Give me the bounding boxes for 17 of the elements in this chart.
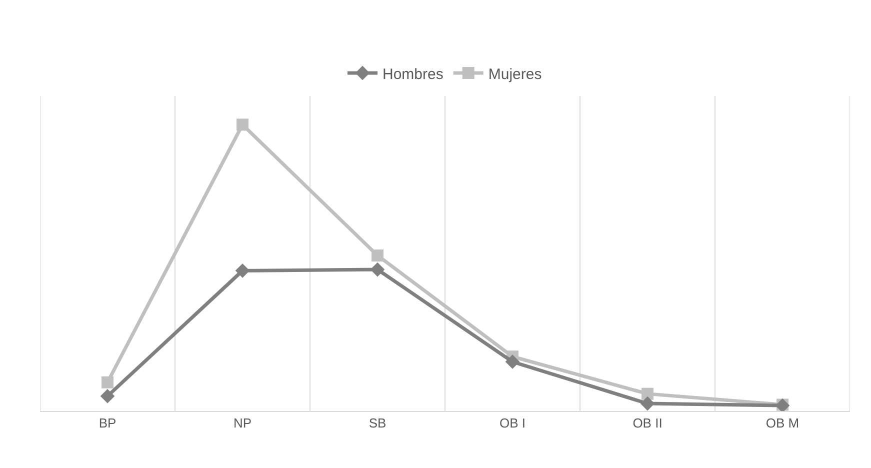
x-tick-label: BP xyxy=(98,416,116,431)
x-tick-label: OB II xyxy=(632,416,662,431)
point xyxy=(370,262,385,277)
point xyxy=(642,388,654,400)
point xyxy=(235,264,250,278)
x-tick-label: NP xyxy=(233,416,252,431)
legend-label: Mujeres xyxy=(488,66,542,83)
point xyxy=(100,388,115,404)
point xyxy=(236,118,248,131)
x-tick-label: SB xyxy=(368,416,386,431)
point xyxy=(102,376,114,388)
x-tick-label: OB I xyxy=(499,416,526,431)
point xyxy=(505,354,520,369)
point xyxy=(640,396,655,411)
x-tick-label: OB M xyxy=(766,416,800,431)
point xyxy=(372,250,384,262)
legend-label: Hombres xyxy=(382,66,444,83)
